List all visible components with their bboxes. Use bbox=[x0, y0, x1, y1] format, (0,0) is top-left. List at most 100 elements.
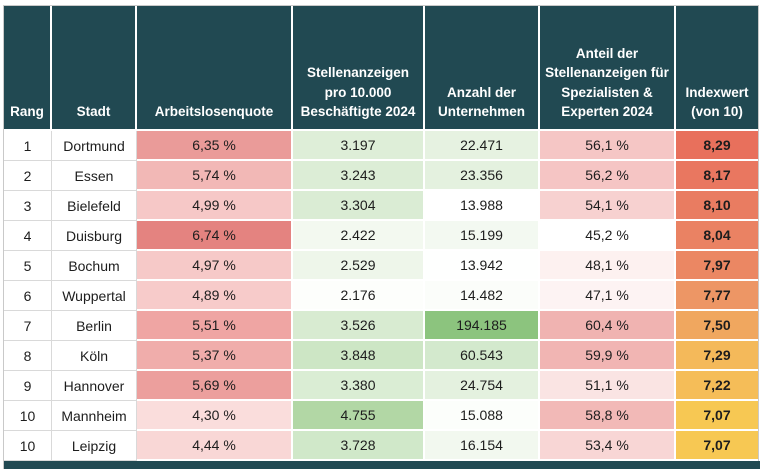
cell-unternehmen: 22.471 bbox=[425, 131, 540, 161]
table-row: 10 Mannheim 4,30 % 4.755 15.088 58,8 % 7,07 bbox=[4, 401, 758, 431]
cell-indexwert: 7,77 bbox=[676, 281, 758, 311]
cell-arbeitslosenquote: 6,35 % bbox=[137, 131, 293, 161]
cell-unternehmen: 60.543 bbox=[425, 341, 540, 371]
cell-stadt: Mannheim bbox=[52, 401, 137, 431]
cell-unternehmen: 13.988 bbox=[425, 191, 540, 221]
cell-indexwert: 8,17 bbox=[676, 161, 758, 191]
cell-stadt: Köln bbox=[52, 341, 137, 371]
cell-stadt: Hannover bbox=[52, 371, 137, 401]
cell-stadt: Wuppertal bbox=[52, 281, 137, 311]
cell-anteil: 56,1 % bbox=[540, 131, 676, 161]
cell-unternehmen: 14.482 bbox=[425, 281, 540, 311]
header-row: Rang Stadt Arbeitslosenquote Stellenanzeige… bbox=[4, 6, 758, 131]
column-header-arbeitslosenquote: Arbeitslosenquote bbox=[137, 6, 293, 131]
column-header-stadt: Stadt bbox=[52, 6, 137, 131]
cell-unternehmen: 194.185 bbox=[425, 311, 540, 341]
cell-unternehmen: 16.154 bbox=[425, 431, 540, 461]
cell-rang: 10 bbox=[4, 431, 52, 461]
column-header-anteil: Anteil der Stellenanzeigen für Spezialis… bbox=[540, 6, 676, 131]
table-row: 6 Wuppertal 4,89 % 2.176 14.482 47,1 % 7,77 bbox=[4, 281, 758, 311]
column-header-unternehmen: Anzahl der Unternehmen bbox=[425, 6, 540, 131]
column-header-rang: Rang bbox=[4, 6, 52, 131]
cell-rang: 10 bbox=[4, 401, 52, 431]
table-header: Rang Stadt Arbeitslosenquote Stellenanzeige… bbox=[4, 6, 758, 131]
cell-arbeitslosenquote: 4,30 % bbox=[137, 401, 293, 431]
cell-indexwert: 7,22 bbox=[676, 371, 758, 401]
cell-stellenanzeigen: 4.755 bbox=[293, 401, 425, 431]
table-row: 8 Köln 5,37 % 3.848 60.543 59,9 % 7,29 bbox=[4, 341, 758, 371]
cell-arbeitslosenquote: 6,74 % bbox=[137, 221, 293, 251]
cell-arbeitslosenquote: 4,44 % bbox=[137, 431, 293, 461]
cell-anteil: 48,1 % bbox=[540, 251, 676, 281]
cell-stellenanzeigen: 3.380 bbox=[293, 371, 425, 401]
cell-stellenanzeigen: 2.529 bbox=[293, 251, 425, 281]
cell-stadt: Duisburg bbox=[52, 221, 137, 251]
cell-arbeitslosenquote: 4,97 % bbox=[137, 251, 293, 281]
cell-stadt: Essen bbox=[52, 161, 137, 191]
cell-stellenanzeigen: 2.422 bbox=[293, 221, 425, 251]
cell-anteil: 45,2 % bbox=[540, 221, 676, 251]
cell-arbeitslosenquote: 5,74 % bbox=[137, 161, 293, 191]
cell-unternehmen: 23.356 bbox=[425, 161, 540, 191]
cell-stellenanzeigen: 3.728 bbox=[293, 431, 425, 461]
cell-anteil: 56,2 % bbox=[540, 161, 676, 191]
cell-stellenanzeigen: 3.197 bbox=[293, 131, 425, 161]
cell-stellenanzeigen: 3.526 bbox=[293, 311, 425, 341]
footer-bar bbox=[4, 461, 760, 469]
cell-indexwert: 7,29 bbox=[676, 341, 758, 371]
table-body: 1 Dortmund 6,35 % 3.197 22.471 56,1 % 8,29 2 Ess… bbox=[4, 131, 758, 461]
cell-stellenanzeigen: 3.848 bbox=[293, 341, 425, 371]
table-row: 7 Berlin 5,51 % 3.526 194.185 60,4 % 7,50 bbox=[4, 311, 758, 341]
cell-indexwert: 7,50 bbox=[676, 311, 758, 341]
cell-stellenanzeigen: 2.176 bbox=[293, 281, 425, 311]
cell-rang: 5 bbox=[4, 251, 52, 281]
table-row: 9 Hannover 5,69 % 3.380 24.754 51,1 % 7,22 bbox=[4, 371, 758, 401]
cell-unternehmen: 24.754 bbox=[425, 371, 540, 401]
table-row: 5 Bochum 4,97 % 2.529 13.942 48,1 % 7,97 bbox=[4, 251, 758, 281]
cell-rang: 9 bbox=[4, 371, 52, 401]
cell-indexwert: 7,97 bbox=[676, 251, 758, 281]
table-row: 1 Dortmund 6,35 % 3.197 22.471 56,1 % 8,29 bbox=[4, 131, 758, 161]
cell-arbeitslosenquote: 5,37 % bbox=[137, 341, 293, 371]
cell-arbeitslosenquote: 5,69 % bbox=[137, 371, 293, 401]
cell-indexwert: 8,10 bbox=[676, 191, 758, 221]
cell-indexwert: 7,07 bbox=[676, 401, 758, 431]
cell-stellenanzeigen: 3.243 bbox=[293, 161, 425, 191]
cell-anteil: 47,1 % bbox=[540, 281, 676, 311]
cell-arbeitslosenquote: 4,99 % bbox=[137, 191, 293, 221]
cell-rang: 4 bbox=[4, 221, 52, 251]
cell-rang: 1 bbox=[4, 131, 52, 161]
city-ranking-table: Rang Stadt Arbeitslosenquote Stellenanzeige… bbox=[4, 6, 758, 461]
cell-rang: 6 bbox=[4, 281, 52, 311]
table-row: 3 Bielefeld 4,99 % 3.304 13.988 54,1 % 8,10 bbox=[4, 191, 758, 221]
cell-anteil: 51,1 % bbox=[540, 371, 676, 401]
table-row: 4 Duisburg 6,74 % 2.422 15.199 45,2 % 8,04 bbox=[4, 221, 758, 251]
cell-indexwert: 8,04 bbox=[676, 221, 758, 251]
cell-rang: 3 bbox=[4, 191, 52, 221]
column-header-stellenanzeigen: Stellenanzeigen pro 10.000 Beschäftigte … bbox=[293, 6, 425, 131]
cell-unternehmen: 15.088 bbox=[425, 401, 540, 431]
table-row: 2 Essen 5,74 % 3.243 23.356 56,2 % 8,17 bbox=[4, 161, 758, 191]
cell-stadt: Bielefeld bbox=[52, 191, 137, 221]
cell-arbeitslosenquote: 5,51 % bbox=[137, 311, 293, 341]
cell-stadt: Berlin bbox=[52, 311, 137, 341]
cell-rang: 8 bbox=[4, 341, 52, 371]
cell-anteil: 59,9 % bbox=[540, 341, 676, 371]
cell-anteil: 58,8 % bbox=[540, 401, 676, 431]
cell-rang: 7 bbox=[4, 311, 52, 341]
cell-unternehmen: 13.942 bbox=[425, 251, 540, 281]
cell-stadt: Dortmund bbox=[52, 131, 137, 161]
table-row: 10 Leipzig 4,44 % 3.728 16.154 53,4 % 7,07 bbox=[4, 431, 758, 461]
cell-rang: 2 bbox=[4, 161, 52, 191]
cell-arbeitslosenquote: 4,89 % bbox=[137, 281, 293, 311]
cell-anteil: 53,4 % bbox=[540, 431, 676, 461]
cell-anteil: 54,1 % bbox=[540, 191, 676, 221]
cell-stellenanzeigen: 3.304 bbox=[293, 191, 425, 221]
column-header-indexwert: Indexwert (von 10) bbox=[676, 6, 758, 131]
cell-unternehmen: 15.199 bbox=[425, 221, 540, 251]
city-ranking-table-wrap: Rang Stadt Arbeitslosenquote Stellenanzeige… bbox=[3, 5, 760, 469]
cell-indexwert: 7,07 bbox=[676, 431, 758, 461]
cell-stadt: Leipzig bbox=[52, 431, 137, 461]
cell-stadt: Bochum bbox=[52, 251, 137, 281]
